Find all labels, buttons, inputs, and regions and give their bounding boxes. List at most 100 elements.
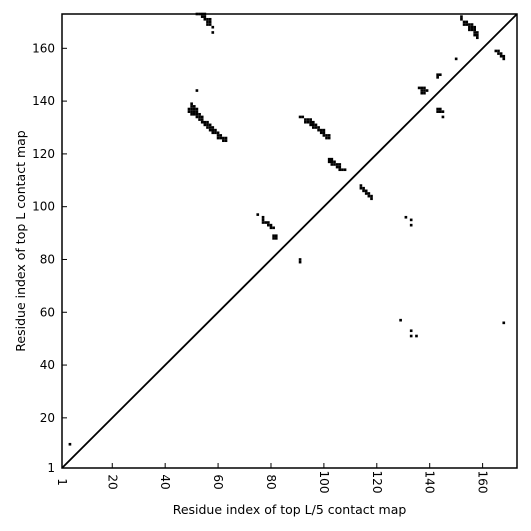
contact-cell (311, 123, 315, 127)
contact-cell (208, 23, 212, 26)
contact-cell (219, 136, 223, 140)
contact-cell (470, 23, 474, 26)
contact-cell (364, 189, 368, 193)
contact-cell (203, 17, 207, 21)
contact-cell (425, 89, 429, 92)
contact-cell (274, 237, 278, 240)
contact-cell (330, 163, 334, 166)
contact-cell (333, 163, 336, 166)
contact-cell (198, 118, 201, 121)
contact-cell (409, 218, 413, 222)
contact-cell (203, 123, 207, 127)
contact-cell (206, 23, 209, 26)
contact-cell (497, 52, 500, 55)
contact-cell (499, 52, 503, 55)
contact-cell (415, 334, 418, 338)
contact-cell (314, 126, 318, 129)
contact-cell (208, 126, 212, 129)
contact-cell (200, 15, 204, 18)
contact-cell (462, 20, 466, 24)
contact-cell (304, 118, 307, 121)
contact-cell (417, 86, 421, 90)
contact-cell (460, 15, 463, 18)
contact-cell (319, 128, 323, 132)
contact-cell (314, 123, 318, 127)
contact-cell (216, 136, 220, 140)
x-tick-label: 160 (476, 471, 490, 494)
contact-cell (462, 23, 466, 26)
contact-cell (364, 192, 368, 195)
contact-cell (327, 160, 331, 164)
contact-cell (333, 160, 336, 164)
contact-cell (370, 197, 373, 201)
contact-cell (335, 163, 339, 166)
y-tick-label: 140 (32, 94, 55, 108)
contact-cell (327, 157, 331, 161)
contact-cell (267, 221, 270, 224)
contact-cell (322, 134, 326, 137)
contact-cell (311, 120, 315, 124)
contact-cell (267, 223, 270, 227)
contact-cell (438, 73, 442, 77)
contact-cell (502, 57, 506, 61)
contact-cell (367, 194, 371, 198)
contact-cell (274, 234, 278, 238)
contact-cell (208, 20, 212, 24)
contact-cell (198, 112, 201, 116)
contact-cell (269, 226, 273, 230)
contact-cell (309, 123, 312, 127)
y-tick-label: 60 (40, 305, 55, 319)
contact-cell (325, 136, 328, 140)
contact-cell (211, 126, 215, 129)
contact-cell (325, 134, 328, 137)
contact-cell (208, 123, 212, 127)
contact-cell (261, 218, 265, 222)
contact-cell (216, 134, 220, 137)
contact-cell (470, 25, 474, 29)
contact-cell (473, 31, 476, 34)
contact-cell (195, 89, 199, 92)
contact-cell (306, 118, 310, 121)
contact-cell (330, 160, 334, 164)
contact-cell (370, 194, 373, 198)
contact-cell (319, 131, 323, 135)
contact-cell (216, 131, 220, 135)
contact-cell (409, 329, 413, 333)
contact-cell (208, 128, 212, 132)
x-tick-label: 40 (158, 474, 172, 489)
contact-cell (304, 120, 307, 124)
contact-cell (298, 115, 302, 119)
plot-frame (61, 13, 518, 469)
contact-cell (192, 105, 196, 108)
contact-cell (335, 165, 339, 169)
contact-cell (438, 107, 442, 111)
contact-cell (195, 107, 199, 111)
contact-cell (317, 128, 320, 132)
contact-cell (465, 23, 469, 26)
contact-cell (420, 89, 424, 92)
contact-cell (404, 215, 408, 219)
contact-cell (341, 168, 344, 172)
x-tick-label: 1 (55, 478, 69, 486)
contact-cell (465, 20, 469, 24)
contact-cell (269, 223, 273, 227)
y-tick-label: 20 (40, 411, 55, 425)
contact-cell (309, 120, 312, 124)
contact-cell (438, 110, 442, 113)
diagonal-line (61, 13, 518, 469)
contact-cell (420, 86, 424, 90)
contact-cell (468, 28, 471, 32)
contact-cell (190, 102, 193, 106)
contact-cell (362, 189, 365, 193)
y-tick-label: 40 (40, 358, 55, 372)
contact-cell (261, 215, 265, 219)
contact-cell (198, 115, 201, 119)
contact-cell (367, 192, 371, 195)
contact-cell (436, 110, 439, 113)
contact-cell (436, 73, 439, 77)
contact-cell (195, 115, 199, 119)
x-tick-label: 80 (264, 474, 278, 489)
contact-cell (192, 107, 196, 111)
contact-cell (409, 223, 413, 227)
contact-cell (301, 115, 305, 119)
